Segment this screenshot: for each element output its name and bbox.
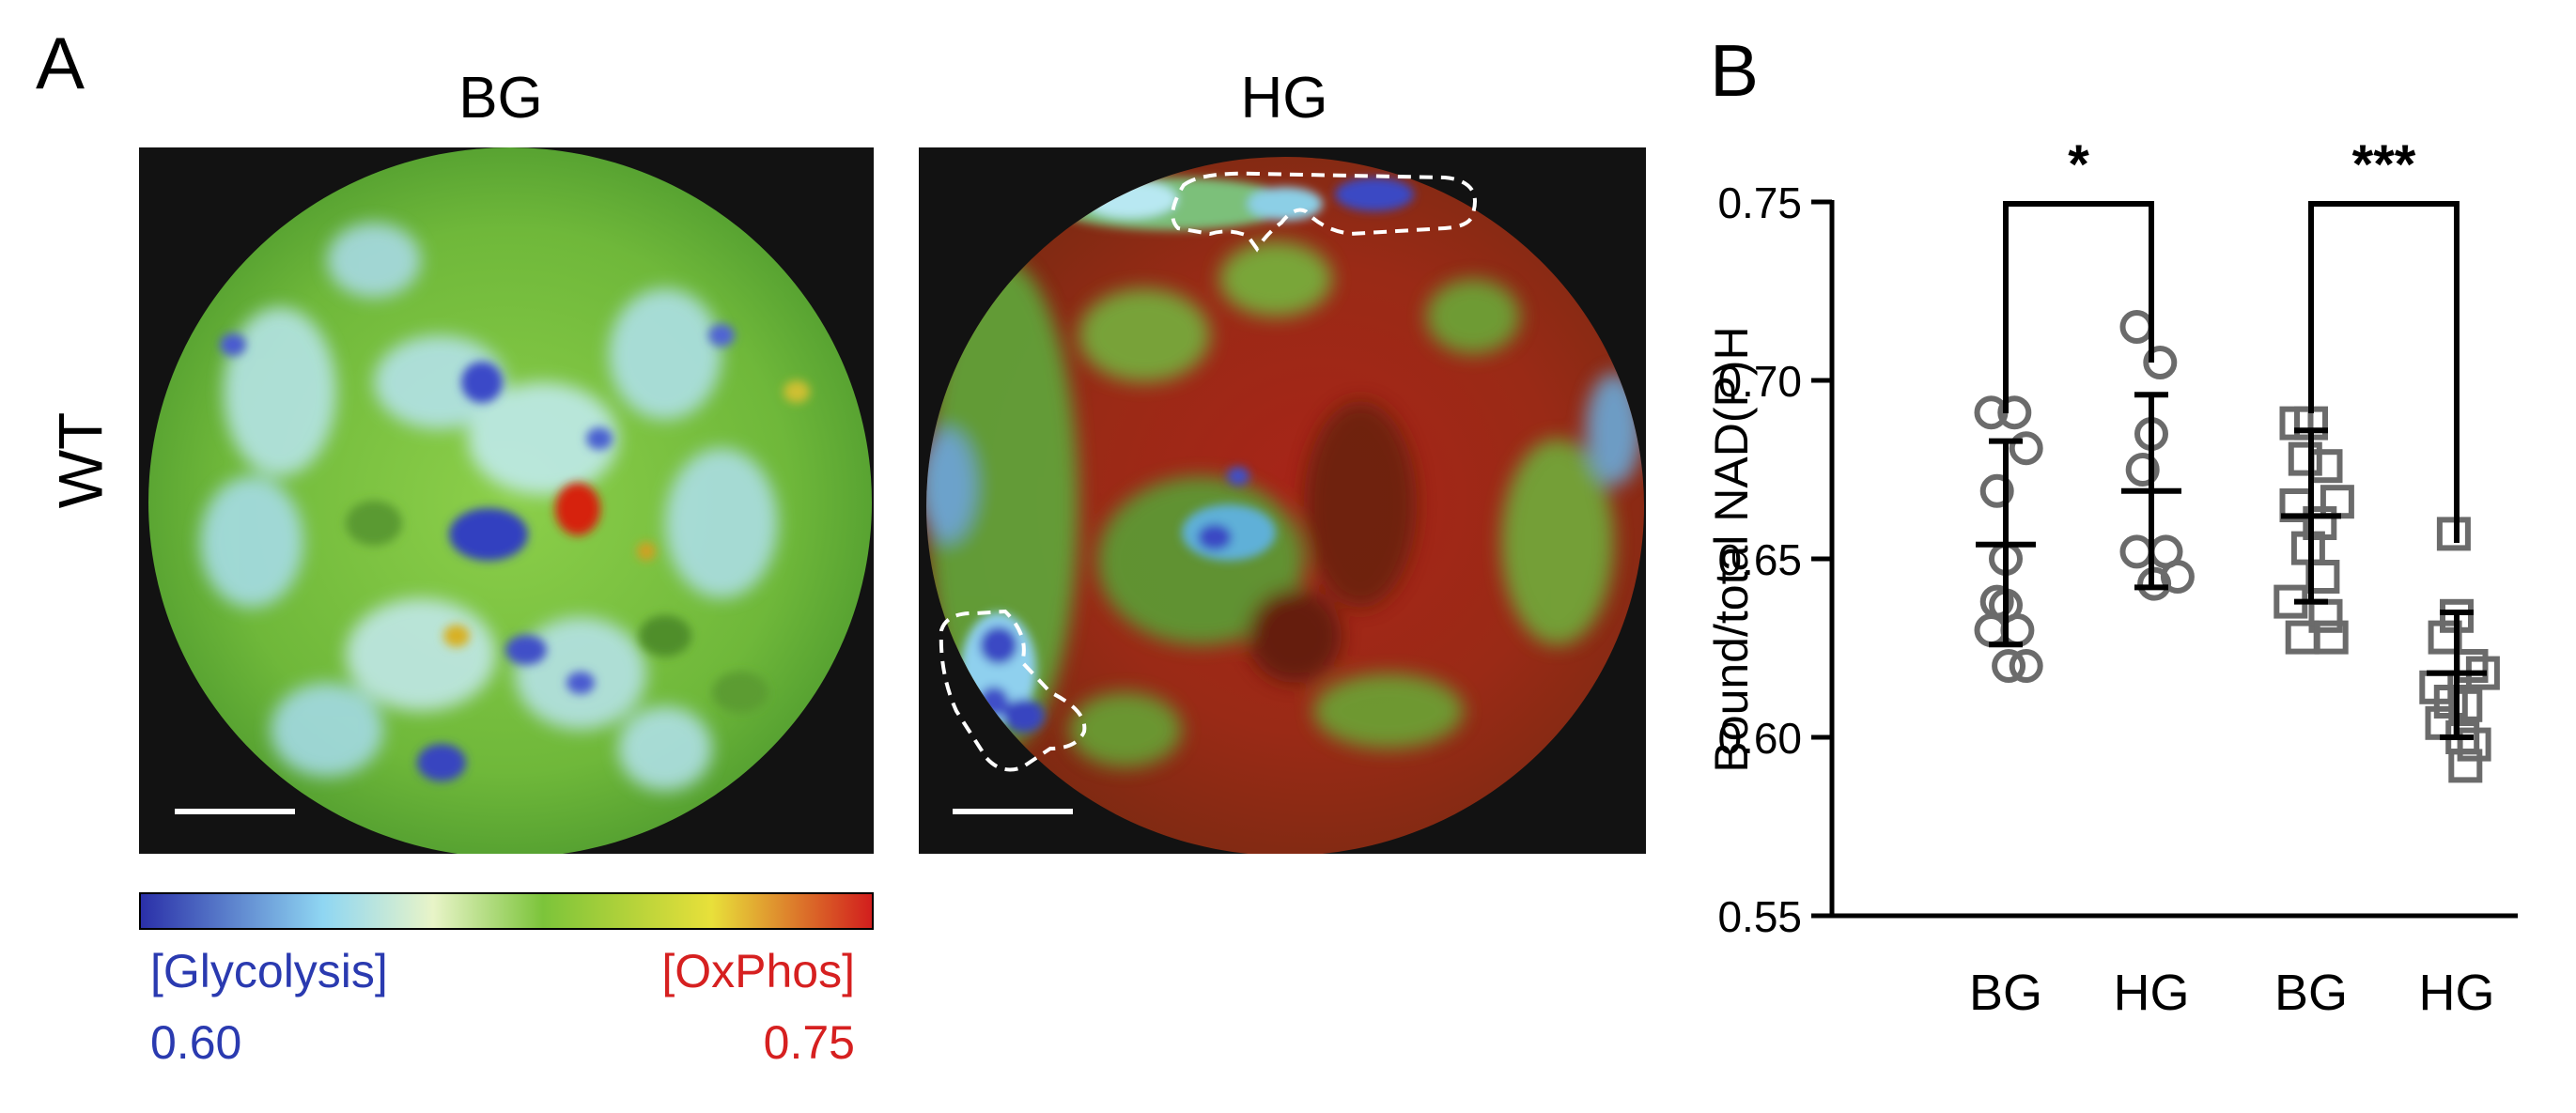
image-title-hg: HG xyxy=(1240,66,1328,131)
colorbar-right-value: 0.75 xyxy=(763,1016,855,1069)
data-point-circle xyxy=(2143,346,2178,379)
data-point-circle xyxy=(2009,649,2043,683)
x-tick-label: HG xyxy=(2114,965,2190,1021)
scatter-chart: 0.75 0.70 0.65 0.60 0.55 Bound/total NAD(P)H B… xyxy=(1705,134,2518,1021)
data-point-circle xyxy=(1979,473,2014,508)
panel-b-letter: B xyxy=(1710,29,1760,112)
significance-bracket xyxy=(2003,201,2154,413)
colorbar-left-label: [Glycolysis] xyxy=(150,945,388,997)
data-point-circle xyxy=(1992,649,2026,683)
x-tick-label: HG xyxy=(2419,965,2495,1021)
panel-a-letter: A xyxy=(36,22,85,104)
y-tick-label: 0.55 xyxy=(1717,892,1802,941)
islet-image-bg xyxy=(139,147,874,854)
data-point-square xyxy=(2436,517,2471,551)
data-point-square xyxy=(2308,449,2343,484)
significance-bracket xyxy=(2308,201,2460,543)
y-tick-label: 0.70 xyxy=(1717,357,1802,406)
y-axis-label: Bound/total NAD(P)H xyxy=(1705,326,1758,772)
colorbar-left-value: 0.60 xyxy=(150,1016,242,1069)
colorbar xyxy=(139,892,874,930)
data-point-circle xyxy=(1997,395,2032,430)
y-tick-label: 0.65 xyxy=(1717,535,1802,584)
y-tick-label: 0.75 xyxy=(1717,178,1802,227)
image-title-bg: BG xyxy=(458,66,543,131)
data-point-circle xyxy=(2125,453,2160,487)
islet-image-hg xyxy=(919,147,1646,854)
data-point-circle xyxy=(2119,310,2154,344)
data-point-square xyxy=(2448,688,2483,722)
data-point-circle xyxy=(2119,534,2154,569)
data-point-circle xyxy=(2009,431,2043,466)
data-point-square xyxy=(2288,441,2322,476)
colorbar-right-label: [OxPhos] xyxy=(661,945,855,997)
data-point-circle xyxy=(2160,560,2195,594)
x-tick-label: BG xyxy=(2274,965,2348,1021)
significance-label: * xyxy=(2068,134,2089,195)
row-label-wt: WT xyxy=(45,411,116,509)
data-point-square xyxy=(2457,727,2491,762)
data-point-square xyxy=(2314,620,2349,655)
data-point-square xyxy=(2448,749,2483,783)
x-tick-label: BG xyxy=(1969,965,2042,1021)
significance-label: *** xyxy=(2352,134,2416,195)
y-tick-label: 0.60 xyxy=(1717,714,1802,763)
